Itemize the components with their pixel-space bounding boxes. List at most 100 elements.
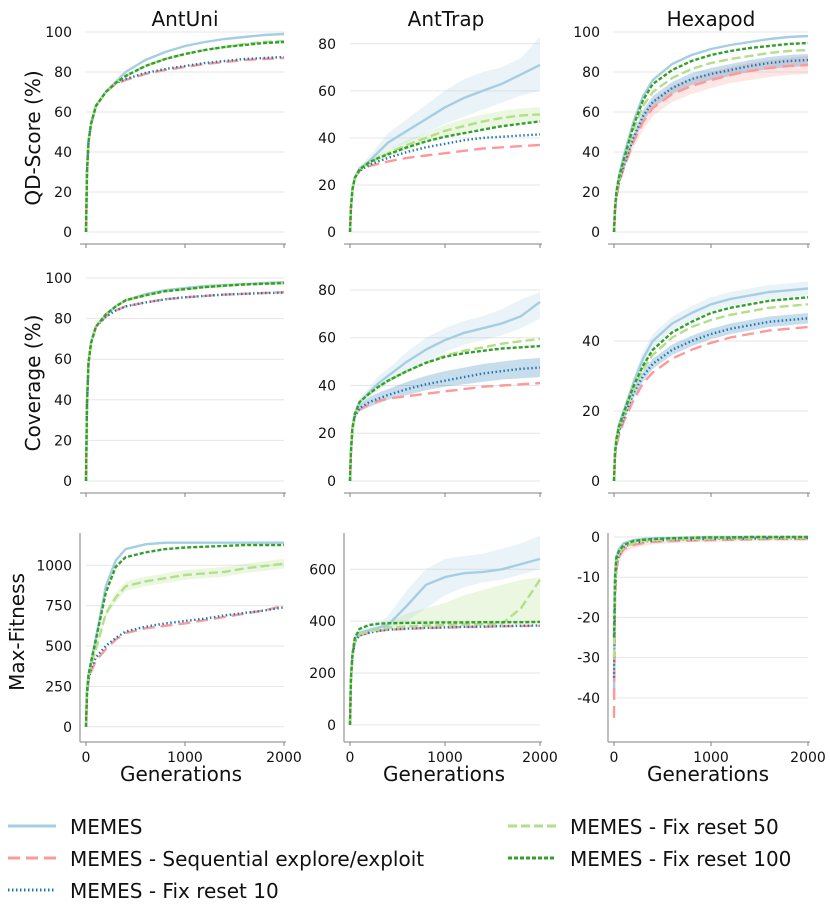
y-tick-label: 80 bbox=[318, 37, 336, 53]
y-tick-label: 20 bbox=[54, 185, 72, 201]
x-tick-label: 0 bbox=[82, 750, 91, 766]
y-tick-label: 100 bbox=[45, 25, 72, 41]
x-tick-label: 2000 bbox=[266, 750, 302, 766]
legend-item-memes: MEMES bbox=[8, 815, 142, 839]
x-axis-label-antuni: Generations bbox=[120, 762, 242, 786]
y-tick-label: -40 bbox=[577, 691, 600, 707]
x-tick-label: 1000 bbox=[693, 750, 729, 766]
y-tick-label: -10 bbox=[577, 570, 600, 586]
legend-item-fix10: MEMES - Fix reset 10 bbox=[8, 879, 279, 903]
series-memes bbox=[84, 32, 285, 233]
band-memes bbox=[350, 36, 540, 233]
legend-item-fix50: MEMES - Fix reset 50 bbox=[508, 815, 779, 839]
y-tick-label: 20 bbox=[582, 185, 600, 201]
y-tick-label: 80 bbox=[54, 65, 72, 81]
band-fix50 bbox=[350, 577, 540, 725]
band-fix10 bbox=[350, 358, 540, 481]
y-tick-label: 0 bbox=[591, 474, 600, 490]
panel-qd-antuni: 0 20 40 60 80 100 bbox=[45, 25, 286, 248]
series-sequential bbox=[612, 325, 809, 482]
series-sequential bbox=[348, 143, 541, 233]
y-tick-label: 20 bbox=[318, 426, 336, 442]
series-fix10 bbox=[348, 366, 541, 482]
column-title-antuni: AntUni bbox=[151, 7, 218, 31]
y-tick-label: 40 bbox=[54, 145, 72, 161]
series-fix50 bbox=[348, 113, 541, 233]
series-fix10 bbox=[612, 58, 809, 233]
panel-qd-anttrap: 0 20 40 60 80 bbox=[318, 36, 542, 248]
panel-fit-hexapod: -40 -30 -20 -10 0 0 1000 2000 bbox=[577, 530, 826, 766]
series-fix50 bbox=[84, 39, 285, 233]
y-tick-label: 80 bbox=[54, 312, 72, 328]
series-fix100 bbox=[348, 120, 541, 233]
legend: MEMES MEMES - Sequential explore/exploit M… bbox=[8, 815, 791, 903]
x-tick-label: 0 bbox=[346, 750, 355, 766]
series-fix100 bbox=[84, 40, 285, 233]
y-tick-label: 600 bbox=[309, 562, 336, 578]
legend-label: MEMES - Sequential explore/exploit bbox=[70, 847, 424, 871]
column-titles: AntUni AntTrap Hexapod bbox=[151, 7, 755, 31]
y-tick-label: 0 bbox=[63, 720, 72, 736]
y-tick-label: 0 bbox=[327, 718, 336, 734]
series-fix10 bbox=[84, 606, 285, 727]
series-sequential bbox=[348, 624, 541, 725]
series-fix50 bbox=[84, 562, 285, 727]
series-fix100 bbox=[612, 296, 809, 482]
y-tick-label: 0 bbox=[327, 225, 336, 241]
y-tick-label: 1000 bbox=[36, 558, 72, 574]
y-tick-label: 60 bbox=[318, 84, 336, 100]
column-title-hexapod: Hexapod bbox=[667, 7, 756, 31]
y-tick-label: 200 bbox=[309, 666, 336, 682]
y-tick-label: 0 bbox=[327, 474, 336, 490]
row-label-qd-score: QD-Score (%) bbox=[21, 70, 45, 205]
series-fix100 bbox=[84, 543, 284, 727]
legend-label: MEMES bbox=[70, 815, 142, 839]
y-tick-label: 40 bbox=[582, 334, 600, 350]
series-fix100 bbox=[612, 535, 808, 638]
x-tick-label: 2000 bbox=[790, 750, 826, 766]
x-tick-label: 1000 bbox=[427, 750, 463, 766]
legend-label: MEMES - Fix reset 10 bbox=[70, 879, 279, 903]
band-fix10 bbox=[614, 54, 808, 232]
x-tick-label: 1000 bbox=[167, 750, 203, 766]
y-tick-label: 20 bbox=[582, 404, 600, 420]
y-tick-label: 20 bbox=[54, 433, 72, 449]
x-axis-label-anttrap: Generations bbox=[383, 762, 505, 786]
band-sequential bbox=[614, 56, 808, 232]
row-label-max-fitness: Max-Fitness bbox=[5, 573, 29, 691]
series-fix50 bbox=[348, 337, 541, 482]
y-tick-label: 80 bbox=[582, 65, 600, 81]
series-fix10 bbox=[348, 624, 541, 725]
y-tick-label: 0 bbox=[591, 225, 600, 241]
panel-cov-anttrap: 0 20 40 60 80 bbox=[318, 283, 542, 497]
series-memes bbox=[84, 280, 285, 482]
band-fix10 bbox=[614, 313, 808, 481]
band-fix50 bbox=[86, 558, 284, 727]
x-tick-label: 0 bbox=[610, 750, 619, 766]
series-fix100 bbox=[348, 344, 541, 482]
panel-cov-hexapod: 0 20 40 bbox=[582, 281, 810, 497]
series-sequential bbox=[612, 537, 808, 718]
legend-item-fix100: MEMES - Fix reset 100 bbox=[508, 847, 791, 871]
series-fix100 bbox=[348, 620, 541, 725]
panel-cov-antuni: 0 20 40 60 80 100 bbox=[45, 271, 286, 497]
y-tick-label: 20 bbox=[318, 178, 336, 194]
y-tick-label: 40 bbox=[54, 393, 72, 409]
y-tick-label: 40 bbox=[318, 378, 336, 394]
panel-fit-anttrap: 0 200 400 600 0 1000 2000 bbox=[309, 533, 558, 766]
legend-label: MEMES - Fix reset 50 bbox=[570, 815, 779, 839]
panel-qd-hexapod: 0 20 40 60 80 100 bbox=[573, 25, 810, 248]
y-tick-label: 250 bbox=[45, 679, 72, 695]
y-tick-label: 60 bbox=[54, 352, 72, 368]
y-tick-label: 40 bbox=[318, 131, 336, 147]
y-tick-label: 750 bbox=[45, 599, 72, 615]
y-tick-label: 40 bbox=[582, 145, 600, 161]
series-fix50 bbox=[84, 281, 285, 482]
y-tick-label: 60 bbox=[582, 105, 600, 121]
series-fix50 bbox=[348, 579, 541, 725]
y-tick-label: 100 bbox=[45, 271, 72, 287]
legend-item-sequential: MEMES - Sequential explore/exploit bbox=[8, 847, 424, 871]
y-tick-label: 80 bbox=[318, 283, 336, 299]
legend-label: MEMES - Fix reset 100 bbox=[570, 847, 791, 871]
